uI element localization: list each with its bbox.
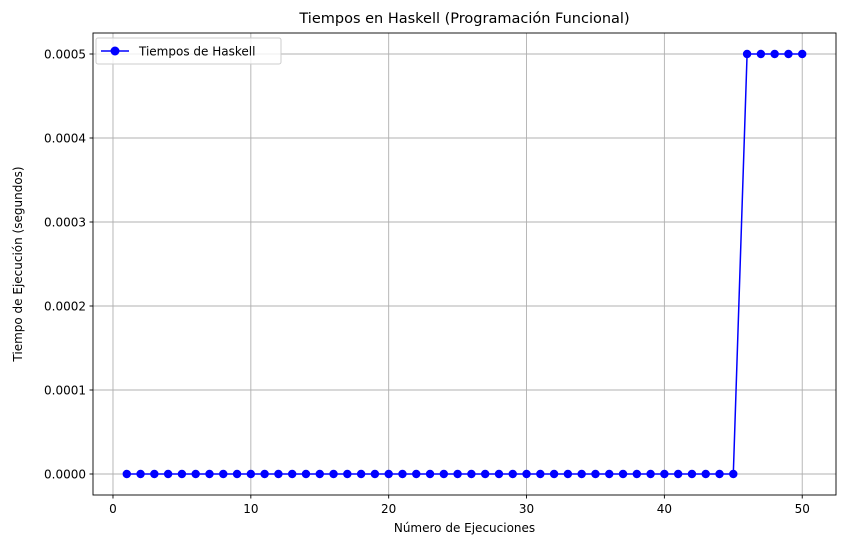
data-point [729,469,738,479]
y-tick-label: 0.0003 [44,215,86,229]
data-point [122,469,131,479]
y-tick-label: 0.0001 [44,383,86,397]
data-point [356,469,366,479]
data-point [673,469,683,479]
data-point [425,469,435,479]
data-point [163,469,173,479]
grid-layer [93,33,836,495]
data-point [136,469,145,479]
data-point [274,469,283,479]
data-point [494,469,504,479]
data-point [177,469,187,479]
data-point [701,469,710,479]
y-tick-label: 0.0005 [44,47,86,61]
x-tick-label: 0 [109,502,117,516]
legend-swatch-marker [110,46,120,56]
series-layer [122,49,807,479]
data-point [439,469,449,479]
data-point [618,469,628,479]
y-tick-label: 0.0004 [44,131,86,145]
data-point [770,49,779,59]
y-tick-label: 0.0002 [44,299,86,313]
data-point [660,469,669,479]
data-point [549,469,559,479]
chart-title: Tiempos en Haskell (Programación Funcion… [298,11,629,27]
data-point [301,469,311,479]
x-tick-label: 50 [795,502,810,516]
x-tick-label: 20 [381,502,396,516]
data-point [687,469,697,479]
data-point [563,469,573,479]
data-point [715,469,724,479]
data-point [287,469,297,479]
data-point [632,469,642,479]
data-point [398,469,407,479]
data-point [742,49,752,59]
y-axis-title: Tiempo de Ejecución (segundos) [11,166,25,362]
data-point [384,469,393,479]
y-tick-label: 0.0000 [44,467,86,481]
data-point [646,469,655,479]
ticks-layer: 0 10 20 30 40 50 0.0000 0.0001 0.0002 0.0003 0.000… [44,47,810,516]
data-point [315,469,324,479]
data-point [467,469,476,479]
data-point [412,469,421,479]
data-point [508,469,517,479]
data-point [191,469,200,479]
data-point [246,469,256,479]
data-point [480,469,490,479]
data-point [756,49,766,59]
data-point [329,469,338,479]
data-point [605,469,614,479]
x-tick-label: 10 [243,502,258,516]
data-point [260,469,269,479]
data-point [536,469,545,479]
x-tick-label: 30 [519,502,534,516]
axes-frame [92,32,837,496]
data-point [577,469,586,479]
data-point [232,469,242,479]
legend-label: Tiempos de Haskell [138,45,255,59]
data-point [205,469,214,479]
data-point [150,469,159,479]
data-point [784,49,793,59]
data-point [453,469,462,479]
data-point [522,469,531,479]
data-point [219,469,228,479]
data-point [798,49,807,59]
legend: Tiempos de Haskell [95,37,282,65]
x-axis-title: Número de Ejecuciones [394,521,535,535]
data-point [591,469,600,479]
x-tick-label: 40 [657,502,672,516]
series-line [126,53,803,475]
data-point [343,469,352,479]
legend-box [95,37,282,65]
data-point [370,469,380,479]
